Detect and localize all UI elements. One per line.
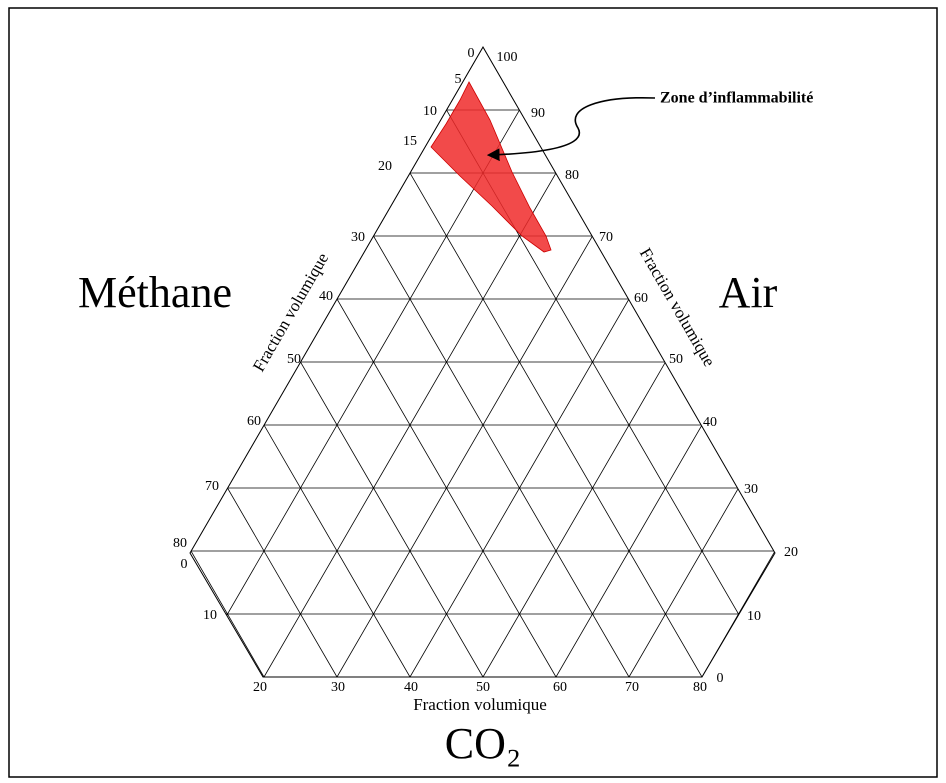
- bottom-axis-title: Fraction volumique: [413, 695, 547, 714]
- air-label: Air: [719, 268, 778, 317]
- tick-label: 5: [455, 72, 462, 87]
- grid-line: [774, 47, 775, 677]
- grid-line: [190, 47, 192, 677]
- grid-line: [190, 47, 338, 677]
- tick-label: 30: [331, 680, 345, 695]
- tick-label: 20: [253, 680, 267, 695]
- grid-line: [190, 47, 192, 677]
- tick-label: 20: [784, 545, 798, 560]
- tick-label: 10: [423, 104, 437, 119]
- tick-label: 30: [744, 482, 758, 497]
- tick-label: 60: [634, 291, 648, 306]
- tick-label: 70: [599, 230, 613, 245]
- outline: [189, 46, 776, 678]
- tick-label: 40: [404, 680, 418, 695]
- tick-label: 0: [468, 46, 475, 61]
- tick-label: 60: [553, 680, 567, 695]
- grid-line: [0, 47, 45, 677]
- co2-label: CO₂: [445, 719, 521, 768]
- tick-label: 10: [747, 609, 761, 624]
- methane-label: Méthane: [78, 268, 232, 317]
- grid-line: [190, 47, 265, 677]
- tick-label: 50: [476, 680, 490, 695]
- grid-line: [0, 47, 118, 677]
- flammability-zone: [430, 81, 552, 253]
- tick-label: 15: [403, 134, 417, 149]
- grid-line: [190, 47, 265, 677]
- tick-label: 90: [531, 106, 545, 121]
- tick-label: 100: [497, 50, 518, 65]
- grid-line: [701, 47, 775, 677]
- tick-label: 0: [181, 557, 188, 572]
- grid-line: [628, 47, 775, 677]
- right-axis-title: Fraction volumique: [636, 245, 719, 370]
- tick-label: 30: [351, 230, 365, 245]
- arrow: [486, 96, 656, 162]
- tick-label: 50: [669, 352, 683, 367]
- tick-label: 20: [378, 159, 392, 174]
- tick-label: 10: [203, 608, 217, 623]
- annotation: Zone d’inflammabilité: [660, 90, 813, 107]
- tick-label: 70: [205, 479, 219, 494]
- tick-label: 80: [565, 168, 579, 183]
- tick-label: 50: [287, 352, 301, 367]
- grid-line: [0, 47, 118, 677]
- tick-label: 80: [693, 680, 707, 695]
- tick-label: 60: [247, 414, 261, 429]
- tick-label: 70: [625, 680, 639, 695]
- grid-line: [0, 47, 45, 677]
- tick-label: 0: [717, 671, 724, 686]
- frame: [8, 7, 938, 778]
- grid-line: [921, 47, 946, 677]
- tick-label: 80: [173, 536, 187, 551]
- grid-line: [848, 47, 946, 677]
- tick-label: 40: [319, 289, 333, 304]
- tick-label: 40: [703, 415, 717, 430]
